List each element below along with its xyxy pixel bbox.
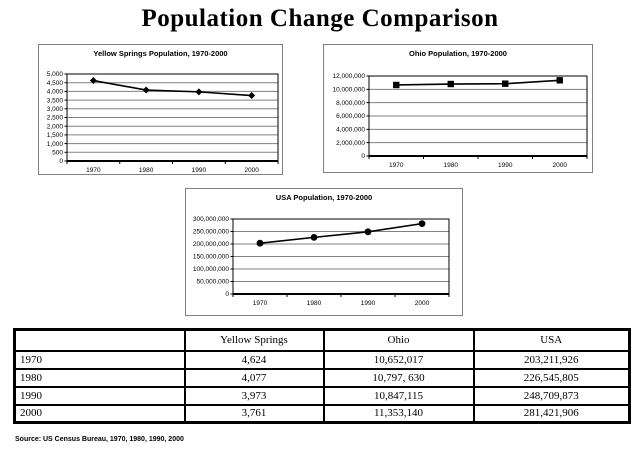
- svg-text:1990: 1990: [192, 167, 207, 174]
- cell-yellow-springs: 4,624: [183, 349, 325, 370]
- svg-text:2,500: 2,500: [47, 115, 64, 122]
- svg-text:1,000: 1,000: [47, 141, 64, 148]
- svg-text:1970: 1970: [389, 162, 404, 169]
- svg-text:300,000,000: 300,000,000: [193, 216, 230, 223]
- svg-text:6,000,000: 6,000,000: [336, 113, 365, 120]
- svg-text:12,000,000: 12,000,000: [332, 73, 365, 80]
- svg-text:4,000: 4,000: [47, 89, 64, 96]
- table-header-row: Yellow Springs Ohio USA: [13, 328, 631, 352]
- table-row: 1990 3,973 10,847,115 248,709,873: [13, 385, 631, 406]
- svg-text:8,000,000: 8,000,000: [336, 100, 365, 107]
- svg-text:4,000,000: 4,000,000: [336, 127, 365, 134]
- column-header-empty: [13, 328, 186, 352]
- svg-text:5,000: 5,000: [47, 71, 64, 78]
- svg-text:500: 500: [52, 150, 63, 157]
- svg-text:1970: 1970: [86, 167, 101, 174]
- svg-text:3,500: 3,500: [47, 97, 64, 104]
- column-header-yellow-springs: Yellow Springs: [183, 328, 325, 352]
- cell-usa: 281,421,906: [472, 403, 631, 424]
- row-label: 1970: [13, 349, 186, 370]
- row-label: 1980: [13, 367, 186, 388]
- column-header-ohio: Ohio: [322, 328, 475, 352]
- svg-text:1980: 1980: [139, 167, 154, 174]
- cell-usa: 203,211,926: [472, 349, 631, 370]
- svg-text:1970: 1970: [253, 300, 268, 307]
- svg-text:2,000,000: 2,000,000: [336, 140, 365, 147]
- row-label: 2000: [13, 403, 186, 424]
- svg-text:200,000,000: 200,000,000: [193, 241, 230, 248]
- cell-yellow-springs: 3,761: [183, 403, 325, 424]
- cell-yellow-springs: 3,973: [183, 385, 325, 406]
- chart-title: USA Population, 1970-2000: [275, 193, 373, 202]
- svg-text:1,500: 1,500: [47, 132, 64, 139]
- svg-text:10,000,000: 10,000,000: [332, 87, 365, 94]
- cell-yellow-springs: 4,077: [183, 367, 325, 388]
- svg-text:2000: 2000: [244, 167, 259, 174]
- svg-text:2000: 2000: [415, 300, 430, 307]
- svg-text:1980: 1980: [307, 300, 322, 307]
- svg-text:50,000,000: 50,000,000: [196, 279, 229, 286]
- column-header-usa: USA: [472, 328, 631, 352]
- chart-plot: 0 50,000,000 100,000,000 150,000,000 200,000…: [193, 216, 450, 307]
- svg-text:1990: 1990: [361, 300, 376, 307]
- chart-ohio: Ohio Population, 1970-2000 0 2,000,000 4,0…: [323, 44, 593, 173]
- svg-text:1980: 1980: [444, 162, 459, 169]
- cell-usa: 248,709,873: [472, 385, 631, 406]
- chart-title: Yellow Springs Population, 1970-2000: [93, 49, 228, 58]
- svg-text:1990: 1990: [498, 162, 513, 169]
- svg-text:0: 0: [361, 153, 365, 160]
- cell-ohio: 10,652,017: [322, 349, 475, 370]
- chart-title: Ohio Population, 1970-2000: [409, 49, 507, 58]
- svg-text:250,000,000: 250,000,000: [193, 229, 230, 236]
- population-table: Yellow Springs Ohio USA 1970 4,624 10,65…: [13, 328, 631, 424]
- cell-ohio: 11,353,140: [322, 403, 475, 424]
- table-row: 2000 3,761 11,353,140 281,421,906: [13, 403, 631, 424]
- svg-text:2000: 2000: [553, 162, 568, 169]
- row-label: 1990: [13, 385, 186, 406]
- chart-plot: 0 2,000,000 4,000,000 6,000,000 8,000,000 10,…: [332, 73, 588, 169]
- table-row: 1970 4,624 10,652,017 203,211,926: [13, 349, 631, 370]
- chart-yellow-springs: Yellow Springs Population, 1970-2000 0 50…: [38, 44, 283, 175]
- source-note: Source: US Census Bureau, 1970, 1980, 19…: [15, 436, 184, 443]
- svg-text:2,000: 2,000: [47, 123, 64, 130]
- cell-ohio: 10,847,115: [322, 385, 475, 406]
- svg-text:0: 0: [59, 158, 63, 165]
- svg-text:0: 0: [225, 291, 229, 298]
- chart-usa: USA Population, 1970-2000 0 50,000,000 100…: [185, 188, 463, 316]
- cell-ohio: 10,797, 630: [322, 367, 475, 388]
- svg-text:4,500: 4,500: [47, 80, 64, 87]
- page-title: Population Change Comparison: [141, 5, 499, 32]
- table-row: 1980 4,077 10,797, 630 226,545,805: [13, 367, 631, 388]
- svg-text:100,000,000: 100,000,000: [193, 266, 230, 273]
- cell-usa: 226,545,805: [472, 367, 631, 388]
- svg-text:150,000,000: 150,000,000: [193, 254, 230, 261]
- svg-text:3,000: 3,000: [47, 106, 64, 113]
